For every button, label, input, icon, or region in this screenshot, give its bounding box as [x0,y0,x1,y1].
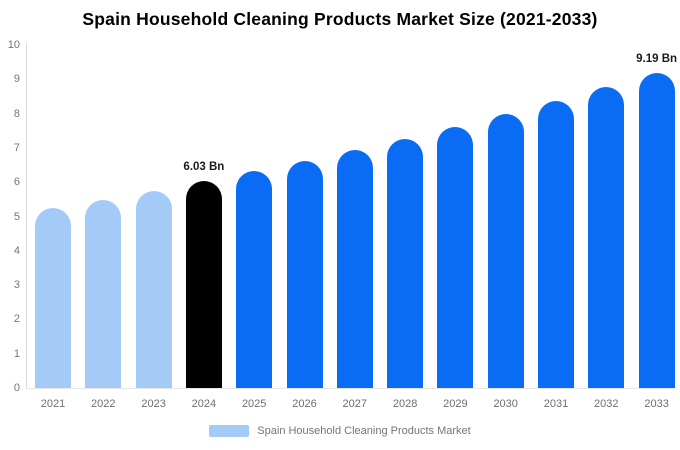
x-tick-label-2033: 2033 [644,398,669,410]
value-label-2033: 9.19 Bn [636,52,678,65]
x-tick-label-2027: 2027 [342,398,368,410]
legend-label: Spain Household Cleaning Products Market [257,425,471,437]
bar-2022 [85,199,122,388]
bar-2032 [588,87,625,388]
bar-2031 [538,100,574,388]
x-tick-label-2029: 2029 [443,398,468,410]
y-tick-label-5: 5 [13,210,20,223]
x-tick-label-2028: 2028 [392,398,418,410]
bar-2026 [286,160,323,388]
y-tick-label-10: 10 [7,39,20,51]
y-axis-line [26,43,27,388]
chart-title: Spain Household Cleaning Products Market… [82,9,598,29]
y-tick-label-3: 3 [13,279,20,292]
x-tick-label-2031: 2031 [543,398,569,410]
y-tick-label-8: 8 [13,107,20,120]
bar-2028 [387,138,424,388]
y-tick-label-2: 2 [13,313,20,326]
x-axis-line [26,388,674,389]
value-label-2024: 6.03 Bn [183,161,225,174]
x-tick-label-2030: 2030 [493,398,518,410]
x-tick-label-2023: 2023 [141,398,166,410]
legend: Spain Household Cleaning Products Market [0,425,680,437]
y-tick-label-9: 9 [13,73,20,86]
bar-2021 [35,208,71,388]
x-tick-label-2024: 2024 [191,398,217,410]
bar-2025 [236,171,273,388]
x-tick-label-2021: 2021 [40,398,66,410]
y-tick-label-4: 4 [13,244,20,257]
y-tick-label-6: 6 [13,176,20,189]
bar-2033 [638,72,675,388]
bar-2023 [135,190,172,388]
y-tick-label-1: 1 [13,347,20,360]
x-tick-label-2022: 2022 [91,398,116,410]
x-tick-label-2032: 2032 [594,398,619,410]
y-tick-label-7: 7 [13,141,20,154]
bar-2027 [336,149,373,388]
bar-2029 [437,126,474,388]
legend-swatch [209,425,250,437]
bar-2030 [487,114,524,388]
x-tick-label-2026: 2026 [292,398,317,410]
bar-2024 [185,181,222,388]
y-tick-label-0: 0 [13,382,20,394]
x-tick-label-2025: 2025 [241,398,267,410]
